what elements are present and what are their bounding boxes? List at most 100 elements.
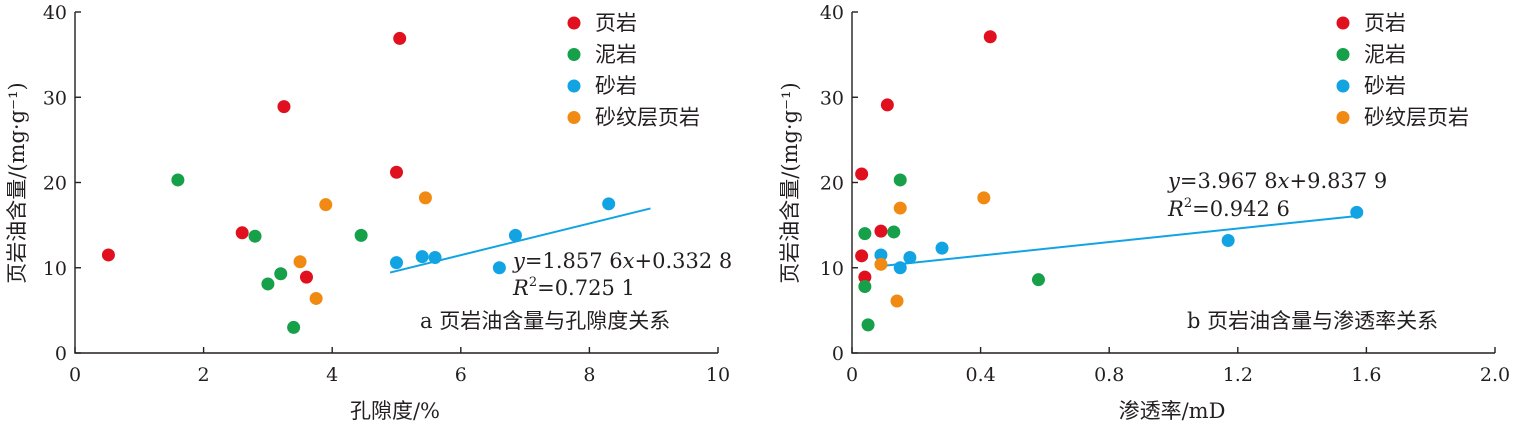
fit-equation-a: y=1.857 6x+0.332 8 (512, 249, 732, 273)
legend-label-shale: 页岩 (595, 11, 637, 35)
x-tick-label: 2 (198, 364, 210, 386)
data-point-mudstone (893, 173, 907, 187)
data-point-shale (235, 226, 249, 240)
data-point-sandstone (602, 197, 616, 211)
legend-label-mudstone: 泥岩 (1364, 43, 1406, 67)
fit-r2-a: R2=0.725 1 (512, 275, 635, 300)
data-point-shale (390, 165, 403, 179)
x-tick-label: 4 (326, 364, 338, 386)
data-point-mudstone (354, 228, 368, 242)
y-tick-label: 40 (820, 2, 844, 24)
legend-marker-mudstone (1336, 48, 1350, 61)
legend-label-shale: 页岩 (1364, 11, 1406, 35)
fit-r2-b: R2=0.942 6 (1167, 196, 1290, 221)
data-point-sandstone (508, 228, 522, 242)
legend-label-laminated_shale: 砂纹层页岩 (595, 106, 700, 130)
data-point-laminated_shale (418, 191, 432, 205)
data-point-shale (277, 100, 291, 114)
legend-marker-shale (1336, 16, 1350, 30)
y-axis-label-a: 页岩油含量/(mg·g⁻¹) (5, 82, 29, 283)
x-tick-label: 0 (69, 364, 81, 386)
data-point-sandstone (492, 261, 506, 275)
data-point-laminated_shale (293, 255, 307, 269)
data-point-sandstone (390, 256, 403, 270)
data-point-mudstone (274, 267, 288, 281)
legend-marker-shale (567, 16, 581, 30)
data-point-sandstone (893, 261, 907, 275)
y-tick-label: 0 (832, 343, 844, 365)
y-tick-label: 40 (43, 2, 67, 24)
x-axis-label-a: 孔隙度/% (350, 399, 440, 423)
data-point-sandstone (428, 251, 442, 265)
data-point-mudstone (1031, 273, 1045, 287)
y-tick-label: 10 (820, 258, 844, 280)
data-point-shale (858, 270, 872, 284)
legend-marker-sandstone (567, 79, 581, 93)
data-point-shale (299, 270, 313, 284)
legend-marker-laminated_shale (567, 111, 581, 124)
data-point-mudstone (858, 227, 872, 241)
y-tick-label: 30 (43, 87, 67, 109)
x-tick-label: 2.0 (1480, 364, 1510, 386)
data-point-shale (874, 224, 888, 238)
y-tick-label: 20 (820, 173, 844, 195)
data-point-shale (880, 98, 894, 112)
ticks-a: 0 2 4 6 8 10 0 10 20 30 40 (43, 2, 730, 386)
data-point-mudstone (248, 229, 262, 243)
data-point-shale (983, 30, 997, 44)
y-tick-label: 0 (55, 343, 67, 365)
x-tick-label: 1.2 (1223, 364, 1253, 386)
data-point-laminated_shale (977, 191, 991, 205)
caption-b: b 页岩油含量与渗透率关系 (1187, 309, 1438, 333)
x-tick-label: 0.4 (965, 364, 995, 386)
data-point-sandstone (874, 248, 888, 262)
y-tick-label: 20 (43, 173, 67, 195)
x-tick-label: 10 (706, 364, 730, 386)
legend-marker-sandstone (1336, 79, 1350, 93)
data-point-mudstone (261, 277, 275, 291)
points-a (101, 31, 616, 334)
chart-permeability: 页岩油含量/(mg·g⁻¹) 渗透率/mD 0 0.4 0.8 1.2 1.6 2.0 0 1… (778, 2, 1510, 423)
data-point-mudstone (171, 173, 185, 187)
data-point-sandstone (935, 241, 949, 255)
fit-equation-b: y=3.967 8x+9.837 9 (1167, 169, 1387, 193)
data-point-laminated_shale (319, 198, 333, 212)
data-point-laminated_shale (893, 201, 907, 215)
data-point-sandstone (415, 250, 429, 264)
data-point-mudstone (287, 320, 301, 334)
x-tick-label: 8 (583, 364, 595, 386)
data-point-shale (393, 31, 407, 45)
legend-label-sandstone: 砂岩 (1364, 74, 1406, 98)
caption-a: a 页岩油含量与孔隙度关系 (420, 309, 670, 333)
x-tick-label: 0 (846, 364, 858, 386)
chart-porosity: 页岩油含量/(mg·g⁻¹) 孔隙度/% 0 2 4 6 8 10 0 10 20 30 40 y=… (5, 2, 732, 423)
y-axis-label-b: 页岩油含量/(mg·g⁻¹) (778, 82, 802, 283)
x-axis-label-b: 渗透率/mD (1119, 399, 1226, 423)
legend-label-sandstone: 砂岩 (595, 74, 637, 98)
fit-line-b (877, 215, 1354, 268)
data-point-shale (855, 167, 869, 181)
data-point-shale (101, 248, 115, 262)
data-point-mudstone (887, 225, 901, 239)
points-b (855, 30, 1364, 332)
legend-marker-mudstone (567, 48, 581, 61)
y-tick-label: 30 (820, 87, 844, 109)
data-point-sandstone (1221, 233, 1235, 247)
x-tick-label: 1.6 (1351, 364, 1381, 386)
x-tick-label: 0.8 (1094, 364, 1124, 386)
legend-label-laminated_shale: 砂纹层页岩 (1364, 106, 1469, 130)
data-point-mudstone (858, 280, 872, 294)
data-point-sandstone (903, 251, 917, 265)
y-tick-label: 10 (43, 258, 67, 280)
data-point-mudstone (861, 318, 875, 332)
x-tick-label: 6 (455, 364, 467, 386)
data-point-sandstone (1350, 205, 1364, 219)
data-point-shale (855, 249, 869, 263)
ticks-b: 0 0.4 0.8 1.2 1.6 2.0 0 10 20 30 40 (820, 2, 1510, 386)
data-point-laminated_shale (890, 294, 904, 308)
data-point-laminated_shale (874, 257, 888, 271)
legend-label-mudstone: 泥岩 (595, 43, 637, 67)
